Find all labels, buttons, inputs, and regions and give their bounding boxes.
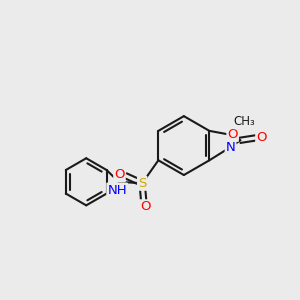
Text: O: O [227,128,238,141]
Text: NH: NH [107,184,127,196]
Text: O: O [114,168,125,181]
Text: O: O [256,131,267,144]
Text: N: N [226,141,236,154]
Text: S: S [138,177,146,190]
Text: CH₃: CH₃ [233,115,255,128]
Text: O: O [140,200,150,213]
